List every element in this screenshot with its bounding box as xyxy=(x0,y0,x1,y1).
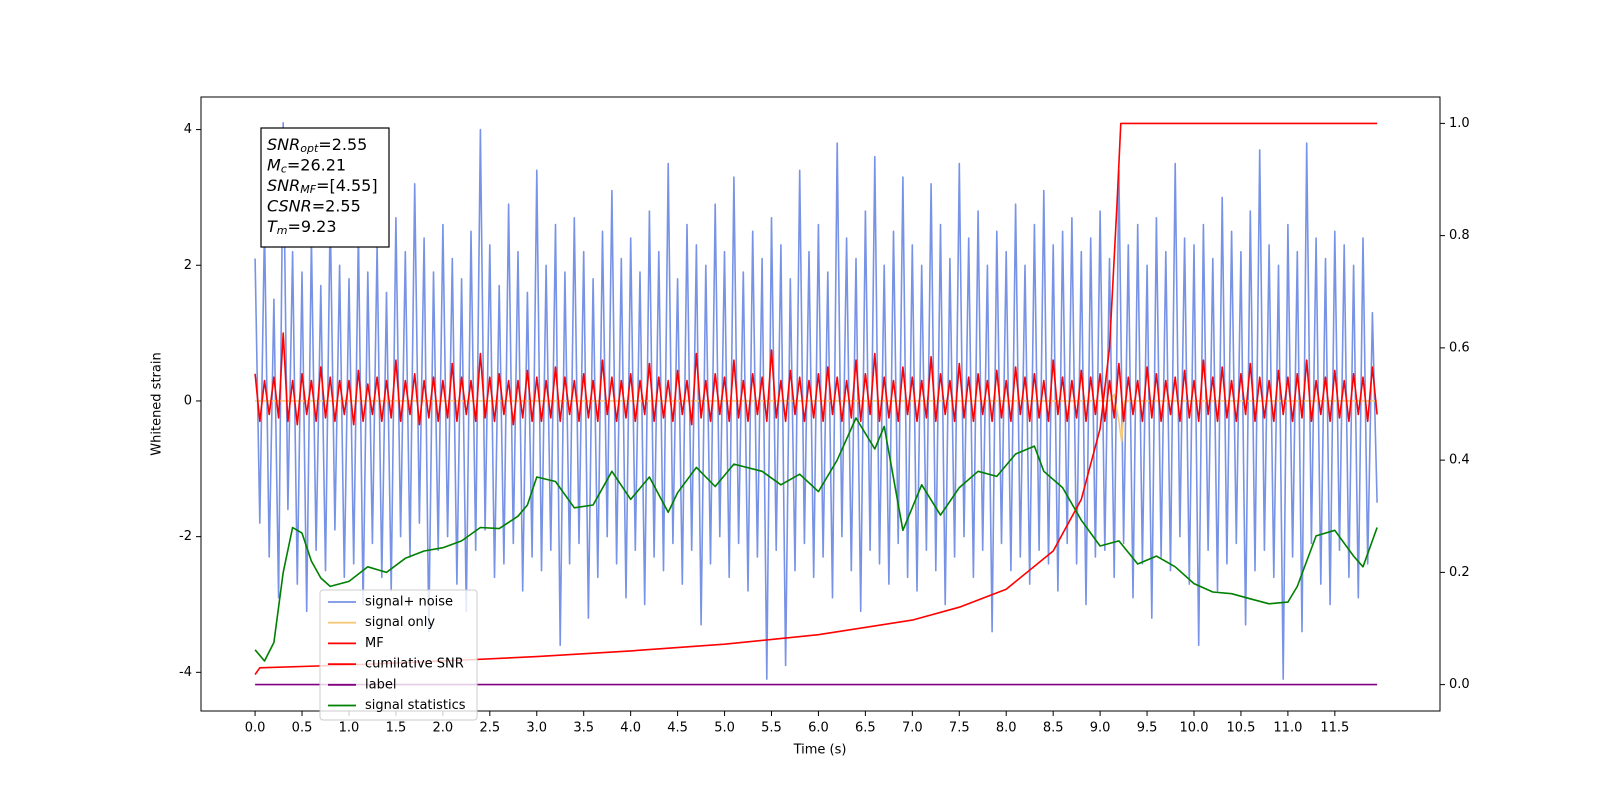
y2-tick-label: 0.6 xyxy=(1449,340,1470,355)
annotation-line: SNRopt=2.55 xyxy=(267,135,367,156)
y-tick-label: 4 xyxy=(184,122,192,137)
x-tick-label: 10.0 xyxy=(1180,721,1209,736)
x-tick-label: 8.0 xyxy=(996,721,1017,736)
x-tick-label: 8.5 xyxy=(1043,721,1064,736)
x-tick-label: 6.5 xyxy=(855,721,876,736)
legend-frame xyxy=(319,589,478,721)
legend-label: signal only xyxy=(365,615,435,630)
plot-frame xyxy=(200,96,1441,712)
y2-tick-label: 0.4 xyxy=(1449,453,1470,468)
x-tick-label: 3.5 xyxy=(573,721,594,736)
y2-tick-label: 1.0 xyxy=(1449,116,1470,131)
annotation-line: CSNR=2.55 xyxy=(267,196,361,215)
series-line xyxy=(254,417,1378,662)
x-tick-label: 11.5 xyxy=(1320,721,1349,736)
x-tick-label: 4.0 xyxy=(620,721,641,736)
x-tick-label: 0.5 xyxy=(292,721,313,736)
legend-label: MF xyxy=(365,636,384,651)
x-tick-label: 11.0 xyxy=(1273,721,1302,736)
legend-label: signal statistics xyxy=(365,698,466,713)
y2-tick-label: 0.2 xyxy=(1449,565,1470,580)
annotation-symbol: SNR xyxy=(267,176,300,195)
annotation-value: =2.55 xyxy=(318,135,367,154)
x-tick-label: 9.0 xyxy=(1090,721,1111,736)
x-tick-label: 9.5 xyxy=(1137,721,1158,736)
x-tick-label: 0.0 xyxy=(245,721,266,736)
annotation-value: =[4.55] xyxy=(316,176,378,195)
annotation-line: Mc=26.21 xyxy=(267,155,346,176)
legend-label: cumilative SNR xyxy=(365,657,464,672)
x-tick-label: 2.5 xyxy=(479,721,500,736)
x-tick-label: 3.0 xyxy=(526,721,547,736)
x-tick-label: 1.0 xyxy=(339,721,360,736)
legend-label: signal+ noise xyxy=(365,595,453,610)
series-line xyxy=(255,393,1378,443)
x-tick-label: 7.0 xyxy=(902,721,923,736)
x-axis-label: Time (s) xyxy=(793,743,847,758)
annotation-symbol: CSNR xyxy=(267,196,312,215)
annotation-subscript: c xyxy=(281,163,287,176)
y-axis-label: Whitened strain xyxy=(150,352,165,455)
annotation-subscript: m xyxy=(277,224,288,237)
legend: signal+ noise signal only MF cumilative SNR… xyxy=(319,589,478,721)
annotation-subscript: MF xyxy=(300,183,316,196)
x-tick-label: 4.5 xyxy=(667,721,688,736)
annotation-symbol: T xyxy=(267,217,278,236)
y2-tick-label: 0.0 xyxy=(1449,677,1470,692)
annotation-value: =2.55 xyxy=(312,196,361,215)
x-tick-label: 10.5 xyxy=(1226,721,1255,736)
y-tick-label: -4 xyxy=(179,665,192,680)
x-tick-label: 6.0 xyxy=(808,721,829,736)
annotation-frame xyxy=(260,127,390,248)
x-tick-label: 7.5 xyxy=(949,721,970,736)
x-tick-label: 5.5 xyxy=(761,721,782,736)
annotation-subscript: opt xyxy=(300,142,319,155)
annotation-symbol: M xyxy=(267,155,281,174)
series-line xyxy=(254,332,1378,426)
y2-tick-label: 0.8 xyxy=(1449,228,1470,243)
x-tick-label: 1.5 xyxy=(386,721,407,736)
y-tick-label: 0 xyxy=(184,393,192,408)
annotation-line: SNRMF=[4.55] xyxy=(267,176,378,197)
x-tick-label: 2.0 xyxy=(433,721,454,736)
legend-label: label xyxy=(365,677,396,692)
annotation-line: Tm=9.23 xyxy=(267,217,337,238)
annotation-symbol: SNR xyxy=(267,135,300,154)
x-tick-label: 5.0 xyxy=(714,721,735,736)
annotation-value: =26.21 xyxy=(287,155,346,174)
y-tick-label: -2 xyxy=(179,529,192,544)
y-tick-label: 2 xyxy=(184,258,192,273)
annotation-value: =9.23 xyxy=(288,217,337,236)
annotation-box: SNRopt=2.55Mc=26.21SNRMF=[4.55]CSNR=2.55… xyxy=(260,127,390,248)
